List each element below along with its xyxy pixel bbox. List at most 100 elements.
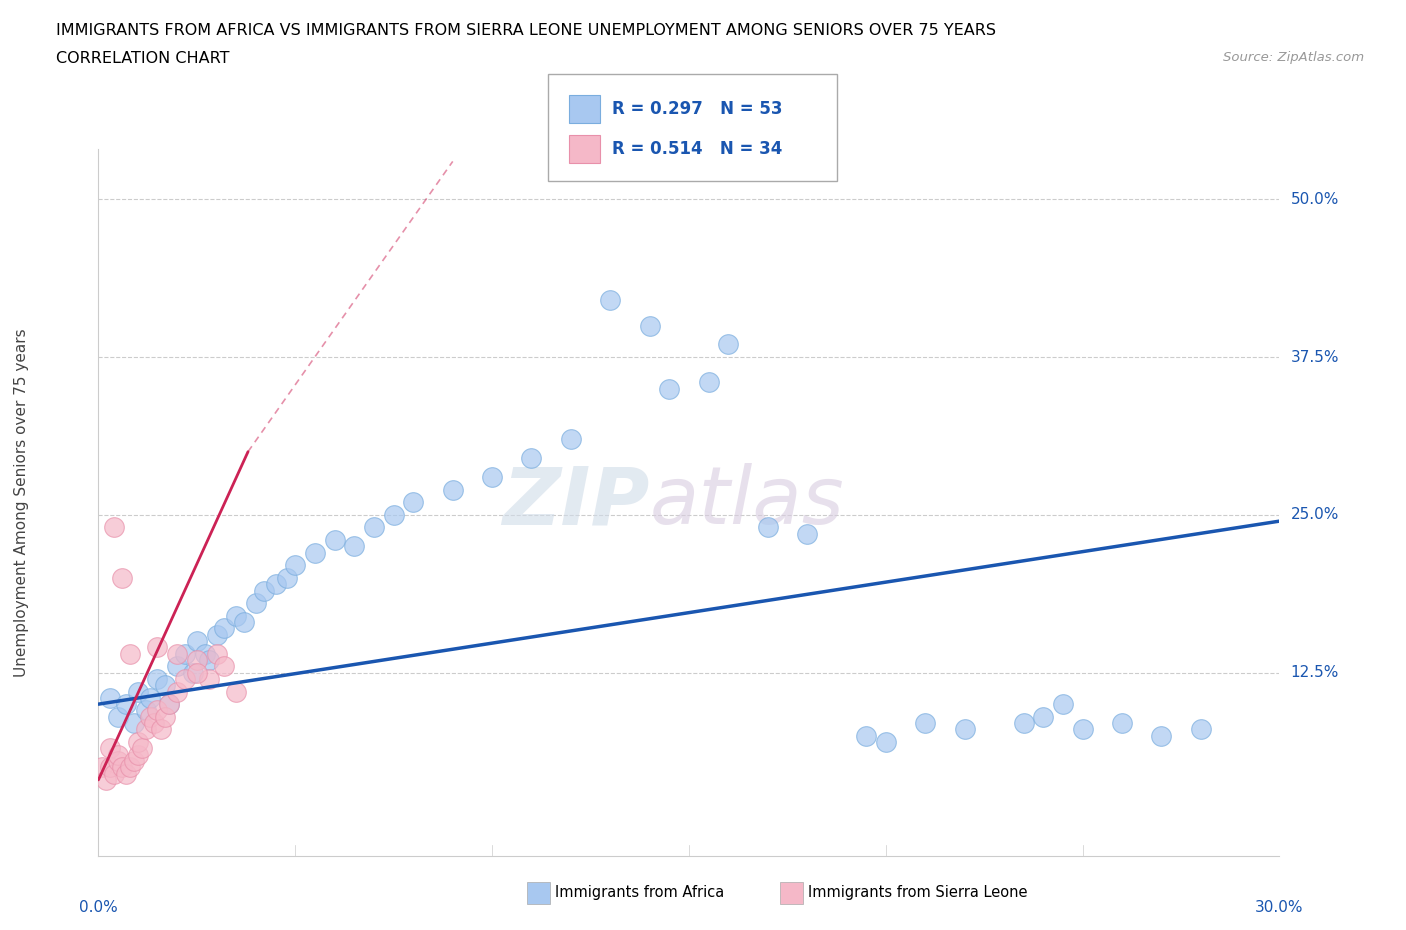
- Point: [225, 684, 247, 699]
- Point: [146, 640, 169, 655]
- Point: [107, 753, 129, 768]
- Text: 25.0%: 25.0%: [1291, 508, 1339, 523]
- Point: [214, 621, 236, 636]
- Point: [756, 520, 779, 535]
- Point: [1189, 722, 1212, 737]
- Point: [142, 716, 165, 731]
- Point: [107, 710, 129, 724]
- Point: [276, 570, 298, 585]
- Point: [214, 658, 236, 673]
- Point: [520, 451, 543, 466]
- Text: Immigrants from Africa: Immigrants from Africa: [555, 885, 724, 900]
- Point: [146, 671, 169, 686]
- Point: [481, 470, 503, 485]
- Point: [186, 633, 208, 648]
- Point: [875, 735, 897, 750]
- Point: [264, 577, 287, 591]
- Point: [122, 753, 145, 768]
- Point: [118, 646, 141, 661]
- Point: [103, 766, 125, 781]
- Point: [166, 684, 188, 699]
- Point: [382, 508, 405, 523]
- Point: [135, 703, 157, 718]
- Point: [174, 646, 197, 661]
- Point: [253, 583, 276, 598]
- Text: atlas: atlas: [650, 463, 845, 541]
- Point: [157, 697, 180, 711]
- Point: [157, 697, 180, 711]
- Point: [245, 596, 267, 611]
- Point: [1012, 716, 1035, 731]
- Point: [181, 665, 204, 680]
- Point: [796, 526, 818, 541]
- Point: [197, 653, 219, 668]
- Point: [233, 615, 256, 630]
- Point: [638, 318, 661, 333]
- Point: [127, 747, 149, 762]
- Point: [658, 381, 681, 396]
- Point: [98, 741, 121, 756]
- Point: [323, 533, 346, 548]
- Point: [194, 646, 217, 661]
- Text: ZIP: ZIP: [502, 463, 650, 541]
- Point: [166, 658, 188, 673]
- Text: 30.0%: 30.0%: [1256, 900, 1303, 915]
- Point: [96, 773, 118, 788]
- Point: [343, 539, 366, 554]
- Point: [186, 653, 208, 668]
- Point: [138, 710, 160, 724]
- Text: Source: ZipAtlas.com: Source: ZipAtlas.com: [1223, 51, 1364, 64]
- Text: Immigrants from Sierra Leone: Immigrants from Sierra Leone: [808, 885, 1028, 900]
- Text: IMMIGRANTS FROM AFRICA VS IMMIGRANTS FROM SIERRA LEONE UNEMPLOYMENT AMONG SENIOR: IMMIGRANTS FROM AFRICA VS IMMIGRANTS FRO…: [56, 23, 997, 38]
- Point: [122, 716, 145, 731]
- Point: [599, 293, 621, 308]
- Point: [205, 646, 228, 661]
- Text: 37.5%: 37.5%: [1291, 350, 1339, 365]
- Point: [186, 665, 208, 680]
- Point: [131, 741, 153, 756]
- Point: [118, 760, 141, 775]
- Point: [150, 722, 173, 737]
- Text: 0.0%: 0.0%: [79, 900, 118, 915]
- Point: [953, 722, 976, 737]
- Point: [155, 710, 177, 724]
- Point: [717, 337, 740, 352]
- Point: [98, 760, 121, 775]
- Point: [697, 375, 720, 390]
- Point: [402, 495, 425, 510]
- Point: [560, 432, 582, 446]
- Point: [115, 697, 138, 711]
- Point: [146, 703, 169, 718]
- Point: [1071, 722, 1094, 737]
- Text: CORRELATION CHART: CORRELATION CHART: [56, 51, 229, 66]
- Point: [103, 520, 125, 535]
- Point: [135, 722, 157, 737]
- Point: [115, 766, 138, 781]
- Text: Unemployment Among Seniors over 75 years: Unemployment Among Seniors over 75 years: [14, 328, 30, 676]
- Point: [855, 728, 877, 743]
- Point: [284, 558, 307, 573]
- Text: 12.5%: 12.5%: [1291, 665, 1339, 680]
- Point: [127, 735, 149, 750]
- Point: [127, 684, 149, 699]
- Point: [91, 760, 114, 775]
- Point: [1111, 716, 1133, 731]
- Point: [205, 628, 228, 643]
- Point: [914, 716, 936, 731]
- Point: [1150, 728, 1173, 743]
- Point: [155, 678, 177, 693]
- Point: [107, 747, 129, 762]
- Text: 50.0%: 50.0%: [1291, 192, 1339, 206]
- Text: R = 0.297   N = 53: R = 0.297 N = 53: [612, 100, 782, 118]
- Point: [174, 671, 197, 686]
- Point: [98, 690, 121, 705]
- Point: [304, 545, 326, 560]
- Point: [1052, 697, 1074, 711]
- Point: [225, 608, 247, 623]
- Text: R = 0.514   N = 34: R = 0.514 N = 34: [612, 140, 782, 158]
- Point: [1032, 710, 1054, 724]
- Point: [111, 570, 134, 585]
- Point: [441, 482, 464, 497]
- Point: [197, 671, 219, 686]
- Point: [138, 690, 160, 705]
